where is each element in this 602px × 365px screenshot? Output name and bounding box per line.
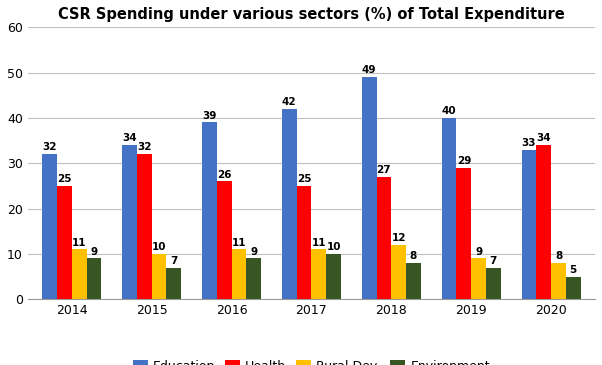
Bar bbox=[536, 145, 551, 299]
Bar bbox=[282, 109, 297, 299]
Bar bbox=[202, 123, 217, 299]
Bar bbox=[391, 245, 406, 299]
Text: 29: 29 bbox=[457, 156, 471, 166]
Text: 49: 49 bbox=[362, 65, 376, 75]
Bar bbox=[87, 258, 101, 299]
Bar bbox=[456, 168, 471, 299]
Text: 26: 26 bbox=[217, 170, 231, 180]
Text: 7: 7 bbox=[170, 256, 178, 266]
Text: 10: 10 bbox=[326, 242, 341, 252]
Text: 39: 39 bbox=[202, 111, 217, 121]
Text: 25: 25 bbox=[57, 174, 72, 184]
Bar bbox=[42, 154, 57, 299]
Bar bbox=[122, 145, 137, 299]
Title: CSR Spending under various sectors (%) of Total Expenditure: CSR Spending under various sectors (%) o… bbox=[58, 7, 565, 22]
Text: 8: 8 bbox=[555, 251, 562, 261]
Text: 33: 33 bbox=[522, 138, 536, 148]
Bar bbox=[217, 181, 232, 299]
Text: 40: 40 bbox=[442, 106, 456, 116]
Bar bbox=[521, 150, 536, 299]
Text: 11: 11 bbox=[72, 238, 87, 247]
Bar bbox=[297, 186, 311, 299]
Text: 32: 32 bbox=[42, 142, 57, 153]
Text: 42: 42 bbox=[282, 97, 297, 107]
Bar bbox=[232, 249, 246, 299]
Bar bbox=[471, 258, 486, 299]
Bar bbox=[246, 258, 261, 299]
Text: 11: 11 bbox=[232, 238, 246, 247]
Legend: Education, Health, Rural Dev., Environment: Education, Health, Rural Dev., Environme… bbox=[128, 354, 495, 365]
Bar bbox=[166, 268, 181, 299]
Text: 9: 9 bbox=[90, 247, 98, 257]
Bar bbox=[362, 77, 376, 299]
Text: 7: 7 bbox=[489, 256, 497, 266]
Bar bbox=[152, 254, 166, 299]
Bar bbox=[57, 186, 72, 299]
Text: 10: 10 bbox=[152, 242, 166, 252]
Text: 34: 34 bbox=[536, 133, 551, 143]
Bar bbox=[311, 249, 326, 299]
Text: 11: 11 bbox=[312, 238, 326, 247]
Text: 27: 27 bbox=[377, 165, 391, 175]
Bar bbox=[486, 268, 501, 299]
Text: 5: 5 bbox=[569, 265, 577, 275]
Bar bbox=[551, 263, 566, 299]
Text: 9: 9 bbox=[250, 247, 257, 257]
Text: 34: 34 bbox=[122, 133, 137, 143]
Text: 9: 9 bbox=[475, 247, 482, 257]
Bar bbox=[137, 154, 152, 299]
Text: 12: 12 bbox=[391, 233, 406, 243]
Bar bbox=[326, 254, 341, 299]
Bar bbox=[72, 249, 87, 299]
Text: 32: 32 bbox=[137, 142, 152, 153]
Text: 8: 8 bbox=[410, 251, 417, 261]
Bar bbox=[406, 263, 421, 299]
Bar bbox=[376, 177, 391, 299]
Bar bbox=[566, 277, 581, 299]
Bar bbox=[442, 118, 456, 299]
Text: 25: 25 bbox=[297, 174, 311, 184]
